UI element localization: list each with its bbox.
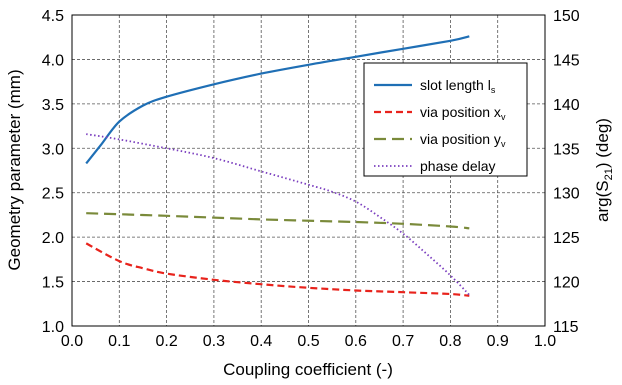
y-tick-label: 1.0 xyxy=(42,319,64,336)
x-tick-label: 0.7 xyxy=(392,333,414,350)
y2-label-sub: 21 xyxy=(603,168,615,180)
legend-label-subscript: v xyxy=(501,112,506,122)
series-line-via-position-y xyxy=(86,212,470,230)
legend-label-subscript: v xyxy=(501,139,506,149)
x-tick-label: 0.1 xyxy=(108,333,130,350)
y-axis-label: Geometry parameter (mm) xyxy=(5,69,24,270)
y-tick-label: 2.0 xyxy=(42,230,64,247)
series-line-via-position-x xyxy=(85,242,470,297)
y2-label-rest: ) (deg) xyxy=(593,118,612,168)
y2-axis-label: arg(S21) (deg) xyxy=(593,118,615,222)
x-axis-label: Coupling coefficient (-) xyxy=(223,360,393,379)
y-tick-label: 3.5 xyxy=(42,97,64,114)
plot-frame xyxy=(71,14,546,327)
y2-tick-label: 150 xyxy=(553,8,580,25)
legend-label-slot-length: slot length ls xyxy=(420,77,496,95)
x-tick-label: 0.3 xyxy=(203,333,225,350)
x-tick-label: 0.6 xyxy=(345,333,367,350)
series-line-slot-length xyxy=(85,35,470,165)
y-tick-label: 2.5 xyxy=(42,186,64,203)
y2-tick-label: 145 xyxy=(553,52,580,69)
y2-tick-labels: 115 120 125 130 135 140 145 150 xyxy=(553,8,580,336)
y-tick-labels: 1.0 1.5 2.0 2.5 3.0 3.5 4.0 4.5 xyxy=(42,8,64,336)
legend-label-text: slot length l xyxy=(420,77,491,93)
y2-tick-label: 125 xyxy=(553,230,580,247)
legend-box xyxy=(363,62,528,177)
x-tick-label: 0.8 xyxy=(439,333,461,350)
legend-label-phase-delay: phase delay xyxy=(420,158,496,174)
y2-tick-label: 140 xyxy=(553,97,580,114)
y-tick-label: 1.5 xyxy=(42,275,64,292)
y-tick-label: 4.0 xyxy=(42,52,64,69)
x-tick-label: 0.9 xyxy=(487,333,509,350)
y2-label-base: arg(S xyxy=(593,180,612,222)
x-tick-labels: 0.0 0.1 0.2 0.3 0.4 0.5 0.6 0.7 0.8 0.9 1.0 xyxy=(61,333,556,350)
y2-tick-label: 130 xyxy=(553,186,580,203)
y2-tick-label: 120 xyxy=(553,275,580,292)
legend-label-via-position-x: via position xv xyxy=(420,104,506,122)
x-tick-label: 1.0 xyxy=(534,333,556,350)
x-tick-label: 0.5 xyxy=(297,333,319,350)
series-line-phase-delay xyxy=(86,133,470,296)
y2-tick-label: 135 xyxy=(553,141,580,158)
y-tick-label: 3.0 xyxy=(42,141,64,158)
legend-label-text: phase delay xyxy=(420,158,496,174)
legend-label-text: via position x xyxy=(420,104,501,120)
legend-label-text: via position y xyxy=(420,131,501,147)
x-tick-label: 0.4 xyxy=(250,333,272,350)
legend-label-subscript: s xyxy=(491,85,496,95)
y2-tick-label: 115 xyxy=(553,319,579,336)
series-lines xyxy=(85,35,470,297)
x-tick-label: 0.2 xyxy=(155,333,177,350)
legend-label-via-position-y: via position yv xyxy=(420,131,506,149)
x-tick-label: 0.0 xyxy=(61,333,83,350)
y-tick-label: 4.5 xyxy=(42,8,64,25)
